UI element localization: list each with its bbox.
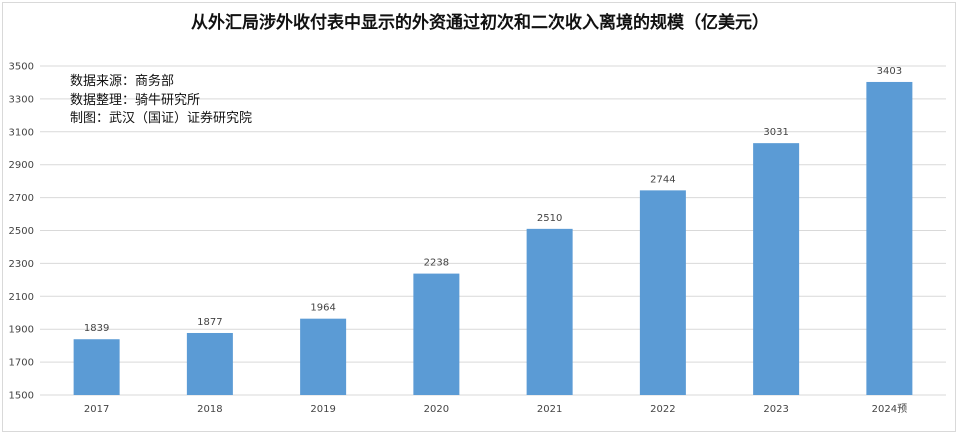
data-label: 1839: [84, 323, 109, 334]
data-label: 1964: [310, 303, 335, 314]
x-tick-label: 2023: [763, 404, 788, 415]
x-tick-label: 2020: [424, 404, 449, 415]
bar: [73, 339, 120, 395]
x-tick-label: 2021: [537, 404, 562, 415]
data-label: 3403: [877, 66, 902, 77]
source-note: 数据来源：商务部: [70, 74, 175, 89]
x-tick-label: 2017: [84, 404, 109, 415]
y-tick-label: 3100: [9, 127, 34, 138]
y-tick-label: 2500: [9, 226, 34, 237]
x-tick-label: 2019: [310, 404, 335, 415]
grid-lines: [40, 65, 946, 396]
data-label: 2744: [650, 174, 675, 185]
chart-title: 从外汇局涉外收付表中显示的外资通过初次和二次收入离境的规模（亿美元）: [191, 13, 769, 33]
y-tick-label: 2300: [9, 259, 34, 270]
compiler-note: 数据整理：骑牛研究所: [70, 93, 201, 108]
data-label: 3031: [763, 127, 788, 138]
y-tick-label: 2100: [9, 292, 34, 303]
bar: [186, 332, 233, 395]
bar: [300, 318, 347, 395]
y-tick-label: 3500: [9, 62, 34, 73]
bar: [413, 273, 460, 395]
y-tick-label: 1700: [9, 358, 34, 369]
y-tick-label: 2900: [9, 160, 34, 171]
bar: [753, 143, 800, 395]
x-tick-label: 2018: [197, 404, 222, 415]
y-tick-label: 3300: [9, 94, 34, 105]
bar: [866, 81, 913, 396]
y-tick-label: 1900: [9, 325, 34, 336]
bar: [526, 228, 573, 395]
data-label: 2510: [537, 213, 562, 224]
bars: [73, 81, 913, 396]
y-axis-ticks: 1500 1700 1900 2100 2300 2500 2700 2900 3100 3300…: [9, 62, 34, 402]
chart-maker-note: 制图：武汉（国证）证券研究院: [70, 111, 253, 126]
data-label: 2238: [424, 258, 449, 269]
data-label: 1877: [197, 317, 222, 328]
x-axis-ticks: 2017 2018 2019 2020 2021 2022 2023 2024预: [84, 403, 907, 415]
y-tick-label: 1500: [9, 391, 34, 402]
data-labels: 1839 1877 1964 2238 2510 2744 3031 3403: [84, 66, 902, 334]
x-tick-label: 2024预: [872, 403, 907, 415]
y-tick-label: 2700: [9, 193, 34, 204]
x-tick-label: 2022: [650, 404, 675, 415]
bar: [639, 190, 686, 395]
